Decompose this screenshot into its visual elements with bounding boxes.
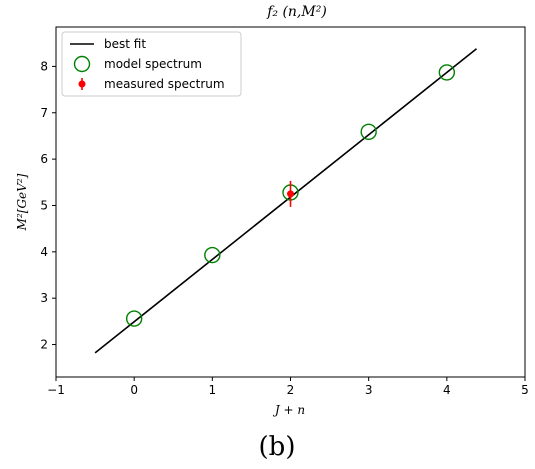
y-tick-label: 7 — [40, 106, 48, 120]
axes: −1 0 1 2 3 4 5 2 3 4 5 6 7 8 — [40, 26, 529, 397]
model-spectrum-point — [360, 123, 377, 140]
model-spectrum-point — [438, 64, 456, 81]
best-fit-line — [94, 48, 478, 354]
x-axis-label: J + n — [272, 403, 305, 417]
y-tick-label: 4 — [40, 245, 48, 259]
y-tick-label: 2 — [40, 338, 48, 352]
legend-handle-measured-spectrum — [78, 80, 86, 88]
measured-spectrum-point — [287, 190, 294, 198]
legend-handle-model-spectrum — [73, 55, 91, 73]
legend-label: best fit — [104, 37, 146, 51]
chart-title: f₂ (n,M²) — [266, 4, 327, 20]
x-tick-label: 4 — [443, 383, 451, 397]
legend: best fit model spectrum measured spectrum — [61, 31, 242, 97]
y-tick-label: 3 — [40, 291, 48, 305]
x-tick-label: 1 — [209, 383, 217, 397]
x-tick-label: −1 — [47, 383, 65, 397]
figure-caption: (b) — [259, 432, 296, 462]
model-spectrum-point — [204, 246, 221, 264]
legend-label: measured spectrum — [104, 77, 225, 91]
y-tick-label: 5 — [40, 198, 48, 212]
legend-label: model spectrum — [104, 57, 202, 71]
model-spectrum-point — [125, 310, 143, 327]
y-tick-label: 8 — [40, 59, 48, 73]
x-tick-label: 2 — [287, 383, 295, 397]
y-tick-label: 6 — [40, 152, 48, 166]
legend-box — [61, 31, 242, 97]
y-axis-label: M²[GeV²] — [15, 173, 29, 231]
x-tick-label: 3 — [365, 383, 373, 397]
x-tick-label: 0 — [130, 383, 138, 397]
x-tick-label: 5 — [521, 383, 529, 397]
chart-marks — [94, 48, 478, 354]
